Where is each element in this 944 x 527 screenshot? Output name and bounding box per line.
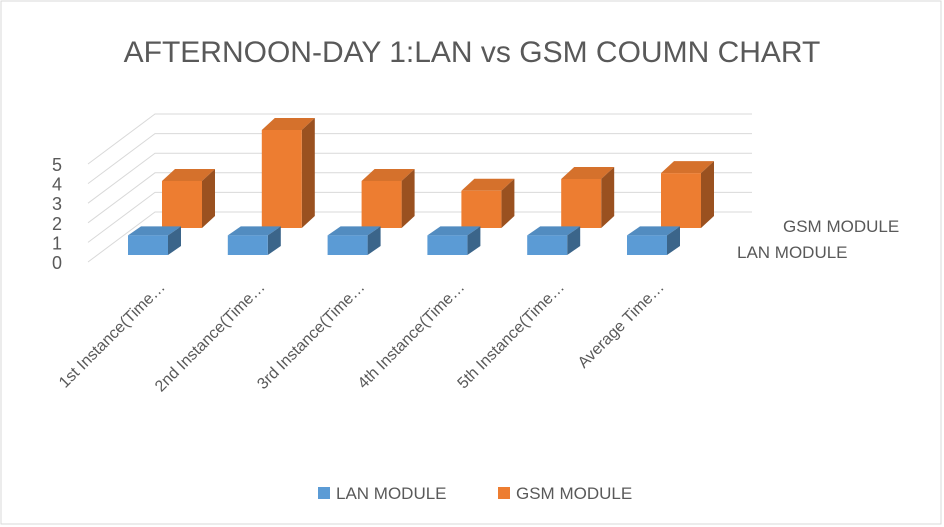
bar — [661, 161, 714, 228]
bar-top — [561, 167, 615, 179]
bar-side — [168, 226, 181, 255]
bar-front — [227, 235, 268, 255]
bar-side — [701, 161, 714, 228]
bar-top — [527, 226, 581, 236]
legend-label: LAN MODULE — [336, 484, 447, 503]
chart-title: AFTERNOON-DAY 1:LAN vs GSM COUMN CHART — [124, 36, 821, 69]
y-tick-label: 2 — [52, 214, 62, 234]
bar — [361, 168, 415, 228]
bar-side — [301, 118, 315, 228]
bar-front — [427, 235, 468, 255]
grid-line — [87, 133, 752, 185]
bar — [227, 226, 281, 255]
bar — [261, 118, 315, 228]
bar-side — [501, 178, 515, 228]
bar-side — [401, 168, 415, 228]
bar-top — [627, 226, 680, 236]
bar — [527, 226, 581, 255]
bar-side — [367, 226, 381, 255]
legend-label: GSM MODULE — [516, 484, 632, 503]
grid-line — [87, 191, 752, 243]
bar — [627, 226, 680, 255]
bar-side — [601, 167, 615, 228]
bar-front — [561, 179, 602, 228]
bar-front — [128, 235, 168, 255]
bar — [128, 226, 181, 255]
bar — [427, 226, 481, 255]
y-tick-label: 4 — [52, 175, 62, 195]
y-tick-label: 0 — [52, 253, 62, 273]
grid-line — [87, 211, 752, 263]
y-tick-label: 5 — [52, 155, 62, 175]
y-tick-label: 3 — [52, 194, 62, 214]
bar-side — [667, 226, 680, 255]
bar-top — [327, 226, 381, 236]
bar-front — [327, 235, 368, 255]
bar-side — [267, 226, 281, 255]
bar-side — [567, 226, 581, 255]
bar — [561, 167, 615, 228]
grid-line — [87, 152, 752, 204]
bar-front — [527, 235, 568, 255]
bar-front — [261, 130, 302, 228]
bar-top — [361, 168, 415, 181]
bar-front — [661, 173, 701, 228]
bar-top — [227, 226, 281, 236]
bar-side — [202, 168, 215, 228]
bar-top — [261, 118, 315, 130]
bar-top — [128, 226, 181, 236]
bar-side — [467, 226, 481, 255]
legend-swatch — [498, 487, 510, 499]
bar-front — [162, 180, 202, 228]
grid-line — [87, 113, 752, 165]
bar-top — [661, 161, 714, 174]
grid-line — [87, 172, 752, 224]
bar-top — [461, 178, 515, 191]
legend-swatch — [318, 487, 330, 499]
bar-front — [627, 235, 667, 255]
bar — [162, 168, 215, 228]
depth-label: GSM MODULE — [783, 217, 899, 236]
bar — [327, 226, 381, 255]
y-tick-label: 1 — [52, 233, 62, 253]
bar — [461, 178, 515, 228]
depth-label: LAN MODULE — [737, 243, 848, 262]
bar-front — [361, 180, 402, 228]
bar-front — [461, 190, 502, 228]
bar-top — [427, 226, 481, 236]
bar-top — [162, 168, 215, 181]
